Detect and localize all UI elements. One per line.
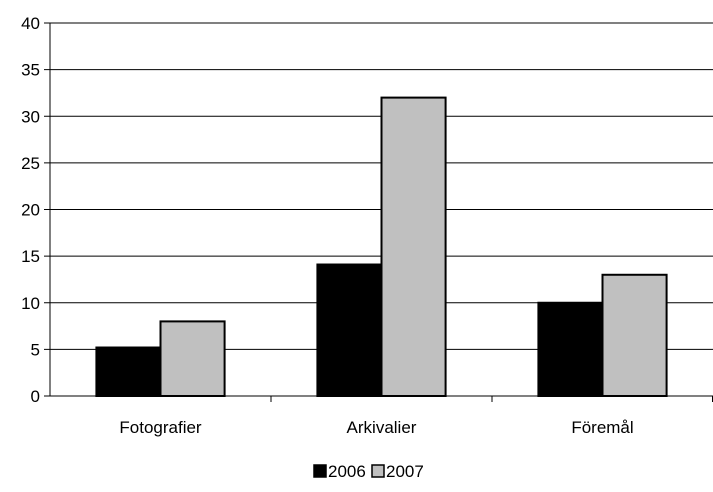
- x-tick-label: Fotografier: [119, 418, 202, 437]
- y-tick-label: 20: [21, 201, 40, 220]
- y-tick-label: 30: [21, 107, 40, 126]
- y-tick-label: 40: [21, 14, 40, 33]
- bar-2007-fotografier: [159, 320, 226, 397]
- legend-label: 2007: [386, 462, 424, 481]
- legend: 2006 2007: [313, 462, 424, 481]
- legend-label: 2006: [328, 462, 366, 481]
- x-tick-label: Föremål: [571, 418, 633, 437]
- x-tick-labels: Fotografier Arkivalier Föremål: [119, 418, 633, 437]
- legend-swatch-2006: [313, 464, 327, 478]
- y-tick-label: 15: [21, 247, 40, 266]
- bar-2006-föremål: [537, 301, 604, 397]
- y-tick-labels: 0 5 10 15 20 25 30 35 40: [21, 14, 40, 406]
- y-tick-label: 5: [31, 340, 40, 359]
- y-tick-label: 35: [21, 61, 40, 80]
- legend-swatch-2007: [371, 464, 385, 478]
- y-tick-label: 25: [21, 154, 40, 173]
- y-tick-label: 0: [31, 387, 40, 406]
- bars: [95, 96, 668, 398]
- x-tick-label: Arkivalier: [347, 418, 417, 437]
- bar-2007-arkivalier: [380, 96, 447, 397]
- y-tick-label: 10: [21, 294, 40, 313]
- axes: [44, 22, 713, 402]
- bar-2006-arkivalier: [316, 263, 383, 397]
- bar-2007-föremål: [601, 273, 668, 397]
- bar-2006-fotografier: [95, 346, 162, 398]
